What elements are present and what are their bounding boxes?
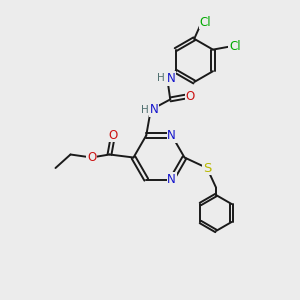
Text: H: H bbox=[157, 74, 164, 83]
Text: Cl: Cl bbox=[200, 16, 212, 29]
Text: S: S bbox=[203, 161, 211, 175]
Text: N: N bbox=[167, 173, 176, 186]
Text: O: O bbox=[108, 128, 117, 142]
Text: Cl: Cl bbox=[229, 40, 241, 53]
Text: N: N bbox=[167, 72, 175, 85]
Text: O: O bbox=[186, 90, 195, 103]
Text: N: N bbox=[150, 103, 159, 116]
Text: H: H bbox=[142, 105, 149, 115]
Text: O: O bbox=[87, 151, 96, 164]
Text: N: N bbox=[167, 129, 176, 142]
